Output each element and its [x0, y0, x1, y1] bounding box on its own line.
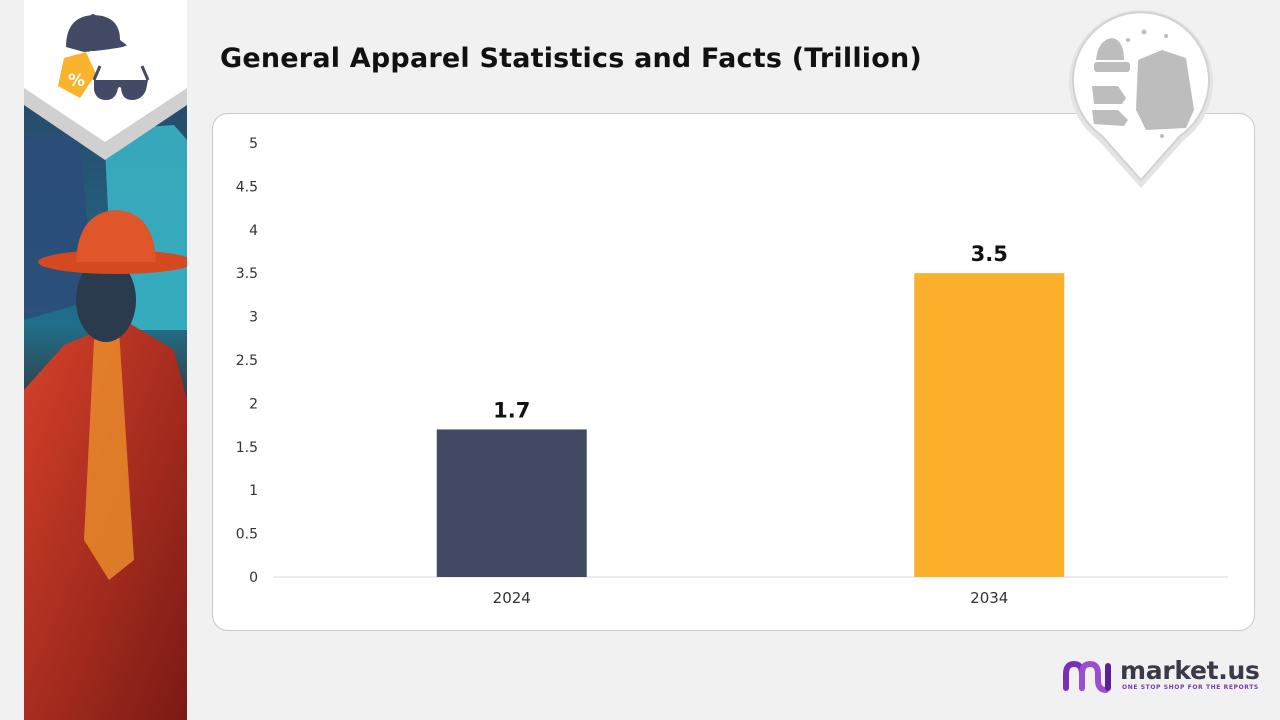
- bar-2024: [436, 429, 587, 577]
- y-tick-label: 1.5: [236, 440, 258, 456]
- bar-2034: [914, 273, 1065, 577]
- svg-text:%: %: [68, 71, 85, 91]
- bars: 1.7 3.5: [436, 242, 1065, 577]
- mannequin-head: [76, 258, 136, 342]
- y-tick-label: 3: [249, 310, 258, 326]
- y-tick-label: 0.5: [236, 527, 258, 543]
- x-tick-label: 2034: [970, 589, 1008, 607]
- y-tick-label: 2.5: [236, 353, 258, 369]
- bar-chart: 0 0.5 1 1.5 2 2.5 3 3.5 4 4.5 5 1.7 3.5 2024 2034: [236, 136, 1228, 607]
- y-tick-label: 0: [249, 570, 258, 586]
- page-title: General Apparel Statistics and Facts (Tr…: [220, 43, 922, 74]
- y-tick-label: 2: [249, 396, 258, 412]
- y-axis: 0 0.5 1 1.5 2 2.5 3 3.5 4 4.5 5: [236, 136, 258, 586]
- chart-card: 0 0.5 1 1.5 2 2.5 3 3.5 4 4.5 5 1.7 3.5 2024 2034: [212, 113, 1255, 631]
- y-tick-label: 4.5: [236, 179, 258, 195]
- side-banner-art: %: [24, 0, 187, 720]
- x-tick-label: 2024: [493, 589, 531, 607]
- apparel-pin-glyphs: [1092, 29, 1194, 138]
- y-tick-label: 4: [249, 223, 258, 239]
- data-label-2034: 3.5: [971, 242, 1008, 266]
- brand-name: market.us: [1120, 656, 1260, 685]
- data-label-2024: 1.7: [493, 398, 530, 422]
- apparel-pin-icon: [1069, 10, 1213, 189]
- cap-icon: [66, 14, 129, 54]
- background-jacket: [24, 130, 94, 320]
- brand-tagline: ONE STOP SHOP FOR THE REPORTS: [1122, 684, 1259, 691]
- sunglasses-icon: [92, 65, 150, 100]
- x-axis: 2024 2034: [493, 589, 1009, 607]
- icon-card: [24, 0, 187, 142]
- hat-crown: [76, 210, 156, 262]
- price-tag-icon: %: [58, 52, 96, 98]
- mannequin-tie: [84, 330, 134, 580]
- side-banner: %: [24, 0, 187, 720]
- y-tick-label: 3.5: [236, 266, 258, 282]
- brand-logo: market.us ONE STOP SHOP FOR THE REPORTS: [1062, 656, 1262, 696]
- y-tick-label: 5: [249, 136, 258, 152]
- y-tick-label: 1: [249, 483, 258, 499]
- market-us-logo-icon: [1063, 660, 1111, 693]
